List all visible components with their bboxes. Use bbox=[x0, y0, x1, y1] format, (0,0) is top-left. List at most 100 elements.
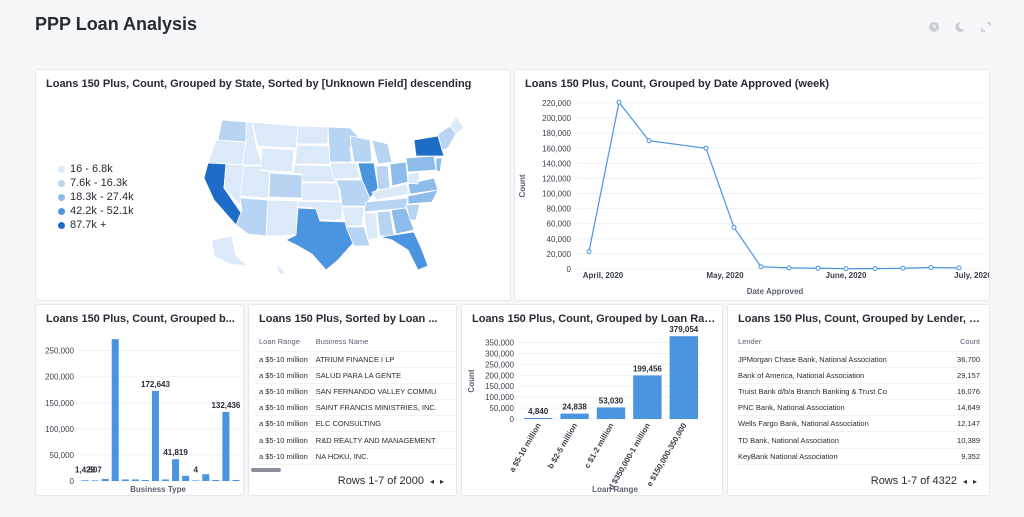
data-point[interactable] bbox=[900, 265, 906, 271]
table-cell: SALUD PARA LA GENTE bbox=[311, 367, 456, 384]
state-ak bbox=[211, 235, 250, 267]
data-point[interactable] bbox=[815, 265, 821, 271]
table-row[interactable]: TD Bank, National Association 10,389 bbox=[734, 431, 984, 449]
data-point[interactable] bbox=[703, 145, 709, 151]
bar[interactable] bbox=[81, 480, 89, 481]
series-line bbox=[588, 100, 960, 270]
column-header[interactable]: Business Name bbox=[311, 333, 456, 352]
bar[interactable] bbox=[202, 474, 210, 481]
horizontal-scrollbar[interactable] bbox=[251, 468, 281, 472]
table-row[interactable]: PNC Bank, National Association 14,649 bbox=[734, 399, 984, 417]
state-ar bbox=[341, 206, 365, 227]
data-point[interactable] bbox=[843, 266, 849, 272]
data-point[interactable] bbox=[928, 264, 934, 270]
column-header[interactable]: Loan Range bbox=[255, 333, 312, 352]
y-tick-label: 100,000 bbox=[485, 393, 514, 402]
date-approved-card: Loans 150 Plus, Count, Grouped by Date A… bbox=[514, 69, 990, 301]
state-me bbox=[449, 115, 465, 135]
bar[interactable] bbox=[121, 479, 129, 481]
bar[interactable] bbox=[524, 417, 553, 419]
bar[interactable] bbox=[111, 339, 119, 481]
state-ny bbox=[413, 135, 445, 157]
bar[interactable] bbox=[101, 478, 109, 481]
bar[interactable] bbox=[222, 411, 230, 481]
data-point[interactable] bbox=[786, 265, 792, 271]
data-point[interactable] bbox=[616, 99, 622, 105]
pager-text: Rows 1-7 of 2000 bbox=[337, 475, 424, 487]
y-tick-label: 200,000 bbox=[542, 114, 571, 123]
y-tick-label: 150,000 bbox=[485, 382, 514, 391]
state-va bbox=[407, 177, 439, 195]
state-nj bbox=[435, 157, 443, 173]
date-approved-line-chart[interactable]: 0 20,000 40,000 60,000 80,000 100,000 120,000 1… bbox=[515, 70, 990, 301]
bar[interactable] bbox=[151, 390, 159, 481]
table-cell: 9,352 bbox=[938, 448, 984, 465]
bar[interactable] bbox=[633, 375, 662, 419]
table-cell: KeyBank National Association bbox=[734, 448, 938, 465]
table-row[interactable]: a $5-10 million SAINT FRANCIS MINISTRIES,… bbox=[255, 399, 456, 417]
bar[interactable] bbox=[232, 479, 240, 481]
page-title: PPP Loan Analysis bbox=[35, 14, 198, 34]
table-row[interactable]: Wells Fargo Bank, National Association 12… bbox=[734, 415, 984, 433]
state-nv bbox=[223, 163, 245, 206]
bar[interactable] bbox=[131, 479, 139, 481]
y-axis-title: Count bbox=[518, 174, 527, 197]
data-point[interactable] bbox=[646, 138, 652, 144]
bar[interactable] bbox=[182, 475, 190, 481]
bar[interactable] bbox=[669, 336, 698, 419]
y-tick-label: 0 bbox=[510, 415, 515, 424]
loan-range-bar-chart[interactable]: 0 50,000 100,000 150,000 200,000 250,000 300,0… bbox=[462, 305, 723, 496]
table-cell: JPMorgan Chase Bank, National Associatio… bbox=[734, 351, 938, 368]
bar[interactable] bbox=[192, 480, 200, 481]
data-point[interactable] bbox=[731, 225, 737, 230]
state-az bbox=[235, 197, 269, 237]
table-row[interactable]: Bank of America, National Association 29,… bbox=[734, 367, 984, 384]
bar[interactable] bbox=[162, 479, 170, 481]
bar[interactable] bbox=[596, 407, 626, 419]
us-map[interactable] bbox=[36, 70, 511, 301]
data-point[interactable] bbox=[956, 265, 962, 271]
state-wy bbox=[259, 147, 295, 173]
bar[interactable] bbox=[91, 480, 99, 481]
expand-icon[interactable] bbox=[980, 20, 992, 32]
next-page-icon[interactable]: ▸ bbox=[972, 476, 977, 486]
bar[interactable] bbox=[560, 413, 589, 419]
data-point[interactable] bbox=[586, 249, 592, 255]
column-header[interactable]: Count bbox=[938, 333, 984, 352]
table-cell: a $5-10 million bbox=[255, 448, 312, 465]
table-row[interactable]: a $5-10 million ATRIUM FINANCE I LP bbox=[255, 351, 456, 368]
bar-value-label: 24,838 bbox=[562, 403, 587, 412]
table-row[interactable]: a $5-10 million NA HOKU, INC. bbox=[255, 448, 456, 465]
table-row[interactable]: Truist Bank d/b/a Branch Banking & Trust… bbox=[734, 383, 984, 401]
y-tick-label: 20,000 bbox=[547, 250, 572, 259]
legend-item: 7.6k - 16.3k bbox=[58, 176, 134, 190]
column-header[interactable]: Lender bbox=[734, 333, 938, 352]
bar[interactable] bbox=[172, 459, 180, 481]
next-page-icon[interactable]: ▸ bbox=[439, 476, 444, 486]
prev-page-icon[interactable]: ◂ bbox=[429, 476, 434, 486]
bar-value-label: 507 bbox=[88, 465, 102, 474]
prev-page-icon[interactable]: ◂ bbox=[962, 476, 967, 486]
data-point[interactable] bbox=[758, 264, 764, 270]
x-tick-label: May, 2020 bbox=[706, 271, 744, 280]
data-point[interactable] bbox=[872, 266, 878, 272]
table-cell: a $5-10 million bbox=[255, 383, 312, 401]
y-tick-label: 160,000 bbox=[542, 144, 571, 153]
business-type-bar-chart[interactable]: 0 50,000 100,000 150,000 200,000 250,000 1,429… bbox=[36, 305, 244, 496]
table-row[interactable]: a $5-10 million SAN FERNANDO VALLEY COMMU bbox=[255, 383, 456, 401]
state-ut bbox=[239, 165, 271, 199]
state-nc bbox=[407, 189, 439, 205]
bar[interactable] bbox=[141, 479, 149, 481]
table-row[interactable]: a $5-10 million SALUD PARA LA GENTE bbox=[255, 367, 456, 384]
y-tick-label: 80,000 bbox=[547, 205, 572, 214]
moon-icon[interactable] bbox=[954, 20, 966, 32]
bar[interactable] bbox=[212, 479, 220, 481]
table-cell: ATRIUM FINANCE I LP bbox=[311, 351, 456, 368]
table-row[interactable]: a $5-10 million ELC CONSULTING bbox=[255, 415, 456, 433]
x-tick-label: b $2-5 million bbox=[546, 421, 579, 470]
table-row[interactable]: KeyBank National Association 9,352 bbox=[734, 448, 984, 465]
clock-icon[interactable] bbox=[928, 20, 940, 32]
y-tick-label: 300,000 bbox=[485, 349, 514, 358]
table-row[interactable]: JPMorgan Chase Bank, National Associatio… bbox=[734, 351, 984, 368]
table-row[interactable]: a $5-10 million R&D REALTY AND MANAGEMENT bbox=[255, 431, 456, 449]
